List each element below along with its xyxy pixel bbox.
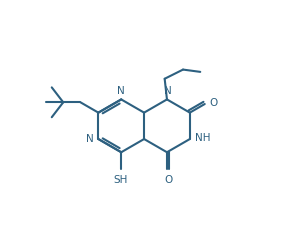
Text: NH: NH: [195, 133, 210, 143]
Text: N: N: [117, 85, 125, 96]
Text: O: O: [209, 98, 217, 108]
Text: N: N: [86, 134, 93, 144]
Text: N: N: [164, 85, 171, 96]
Text: SH: SH: [113, 174, 127, 185]
Text: O: O: [164, 174, 172, 185]
